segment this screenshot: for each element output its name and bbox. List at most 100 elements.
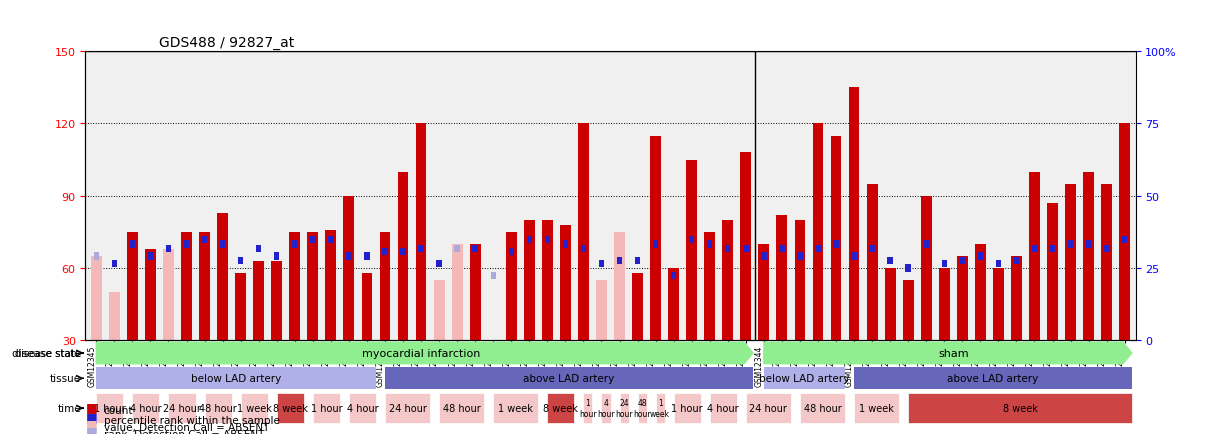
Bar xyxy=(526,236,532,243)
Text: ■: ■ xyxy=(85,410,98,423)
Bar xyxy=(199,232,210,341)
Text: 1
hour: 1 hour xyxy=(579,398,597,418)
FancyArrow shape xyxy=(764,342,1132,364)
Bar xyxy=(596,280,607,341)
Bar xyxy=(343,196,354,341)
Bar xyxy=(241,394,267,423)
Text: 48
hour: 48 hour xyxy=(634,398,651,418)
Bar xyxy=(129,241,136,248)
Bar xyxy=(744,246,748,253)
Bar xyxy=(709,394,736,423)
Text: above LAD artery: above LAD artery xyxy=(947,373,1039,383)
Bar xyxy=(400,248,405,255)
Bar xyxy=(800,394,845,423)
Text: 1 week: 1 week xyxy=(237,403,271,413)
Bar xyxy=(908,394,1132,423)
Bar xyxy=(184,241,189,248)
Bar xyxy=(578,124,589,341)
Bar xyxy=(491,272,496,279)
Bar xyxy=(689,236,695,243)
Bar xyxy=(310,236,315,243)
Bar xyxy=(637,394,647,423)
Bar xyxy=(853,394,899,423)
Bar xyxy=(361,273,372,341)
Bar xyxy=(313,394,339,423)
Bar xyxy=(328,236,333,243)
Bar xyxy=(96,394,123,423)
Bar xyxy=(993,269,1004,341)
Bar xyxy=(148,253,153,260)
Bar xyxy=(584,394,592,423)
Bar xyxy=(493,394,538,423)
Text: 1 hour: 1 hour xyxy=(672,403,703,413)
Bar xyxy=(974,244,985,341)
Text: ■: ■ xyxy=(85,400,98,413)
Text: time: time xyxy=(57,403,82,413)
Bar xyxy=(668,269,679,341)
Bar xyxy=(168,394,195,423)
Bar xyxy=(201,236,208,243)
Bar xyxy=(398,172,409,341)
Bar xyxy=(236,273,247,341)
Bar xyxy=(921,196,932,341)
Bar xyxy=(127,232,138,341)
Text: above LAD artery: above LAD artery xyxy=(524,373,614,383)
Text: count: count xyxy=(104,405,133,415)
Bar xyxy=(473,246,477,253)
Bar xyxy=(560,225,570,341)
Bar xyxy=(686,160,697,341)
Bar xyxy=(849,88,860,341)
Bar xyxy=(672,272,676,279)
Bar xyxy=(1013,258,1020,265)
Bar xyxy=(436,260,442,267)
Text: 24
hour: 24 hour xyxy=(615,398,632,418)
Bar xyxy=(851,253,857,260)
Text: 1
week: 1 week xyxy=(650,398,670,418)
Text: disease state: disease state xyxy=(15,348,81,358)
Bar xyxy=(94,253,99,260)
Bar xyxy=(440,394,485,423)
Bar xyxy=(1120,124,1131,341)
Bar xyxy=(960,258,965,265)
Text: 1 week: 1 week xyxy=(860,403,894,413)
Text: myocardial infarction: myocardial infarction xyxy=(361,348,480,358)
Text: tissue: tissue xyxy=(50,373,82,383)
Bar xyxy=(274,253,280,260)
Bar xyxy=(380,232,391,341)
Bar xyxy=(833,241,839,248)
Bar xyxy=(145,249,156,341)
Bar xyxy=(1068,241,1073,248)
Bar xyxy=(542,220,553,341)
Bar xyxy=(277,394,304,423)
Bar xyxy=(723,220,733,341)
Bar xyxy=(454,246,460,253)
Bar xyxy=(619,394,629,423)
Bar xyxy=(415,124,426,341)
Text: 1 hour: 1 hour xyxy=(310,403,342,413)
Bar xyxy=(308,232,319,341)
Bar xyxy=(1065,184,1076,341)
Bar xyxy=(217,213,228,341)
Bar xyxy=(941,260,947,267)
Bar xyxy=(1101,184,1112,341)
Bar xyxy=(746,394,791,423)
Text: 1 week: 1 week xyxy=(498,403,534,413)
Bar xyxy=(978,253,983,260)
Text: 4 hour: 4 hour xyxy=(347,403,379,413)
Bar xyxy=(777,216,788,341)
Bar xyxy=(253,261,264,341)
Text: 48 hour: 48 hour xyxy=(443,403,481,413)
Bar xyxy=(779,246,785,253)
Bar xyxy=(614,232,625,341)
Bar xyxy=(385,394,430,423)
Text: value, Detection Call = ABSENT: value, Detection Call = ABSENT xyxy=(104,423,269,432)
Bar xyxy=(545,236,549,243)
Text: ■: ■ xyxy=(85,418,98,431)
Text: 24 hour: 24 hour xyxy=(388,403,426,413)
Text: 8 week: 8 week xyxy=(543,403,579,413)
Bar xyxy=(509,248,514,255)
Bar xyxy=(166,246,171,253)
Bar xyxy=(382,248,388,255)
Text: 24 hour: 24 hour xyxy=(164,403,201,413)
Text: 4 hour: 4 hour xyxy=(707,403,739,413)
